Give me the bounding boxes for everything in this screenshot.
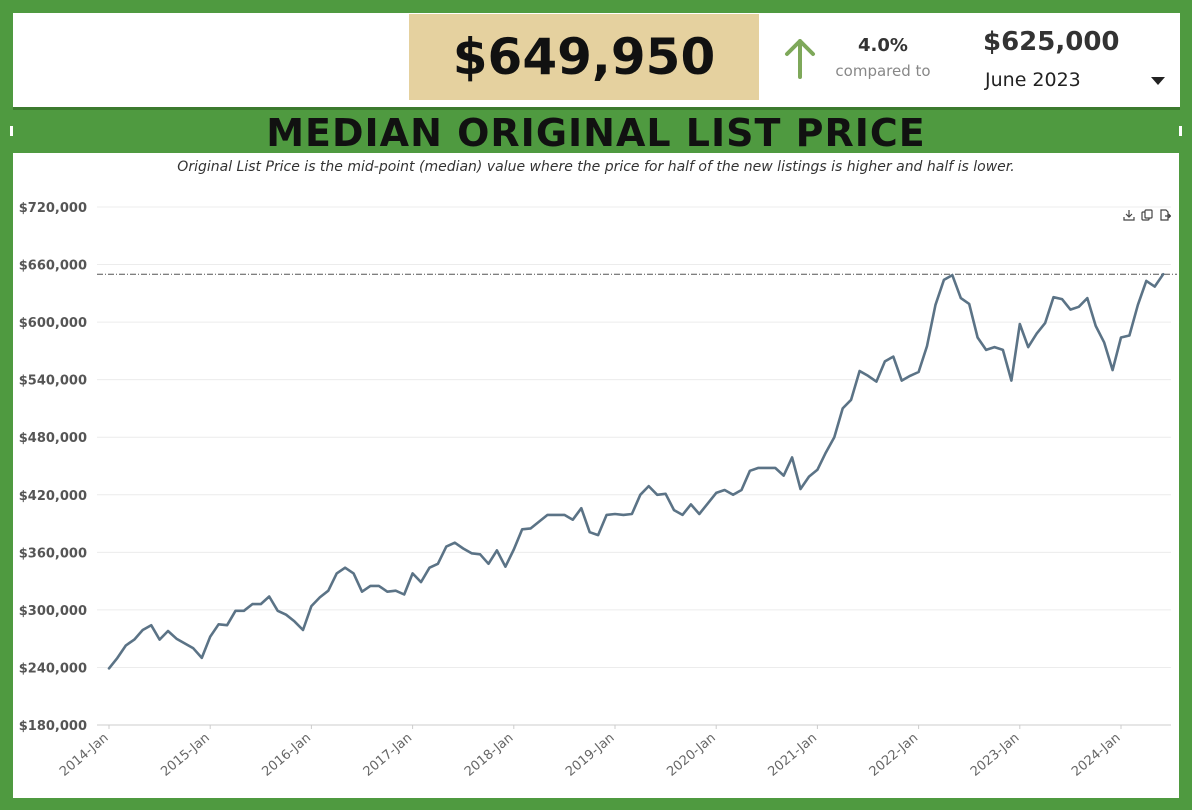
download-icon[interactable] — [1123, 209, 1135, 221]
chart-panel: Original List Price is the mid-point (me… — [13, 153, 1179, 798]
export-icon[interactable] — [1159, 209, 1171, 221]
side-mark-right — [1179, 126, 1182, 136]
y-tick-label: $360,000 — [19, 546, 87, 561]
line-chart: $180,000 $240,000 $300,000 $360,000 $420,000… — [19, 201, 1177, 780]
current-price-box: $649,950 — [409, 14, 759, 100]
y-tick-label: $660,000 — [19, 259, 87, 274]
arrow-up-icon — [785, 39, 815, 79]
x-tick-label: 2018-Jan — [462, 731, 516, 780]
x-tick-label: 2023-Jan — [968, 731, 1022, 780]
x-tick-label: 2024-Jan — [1069, 731, 1123, 780]
x-tick-label: 2019-Jan — [563, 731, 617, 780]
series-line — [107, 272, 1165, 670]
y-tick-label: $720,000 — [19, 201, 87, 216]
x-tick-label: 2016-Jan — [259, 731, 313, 780]
kpi-header: $649,950 4.0% compared to $625,000 June … — [13, 13, 1180, 107]
chart-toolbar — [1123, 209, 1171, 221]
chevron-down-icon[interactable] — [1151, 77, 1165, 85]
side-mark-left — [10, 126, 13, 136]
x-tick-label: 2017-Jan — [361, 731, 415, 780]
compare-period-select[interactable]: June 2023 — [985, 69, 1081, 91]
copy-icon[interactable] — [1141, 209, 1153, 221]
y-tick-label: $540,000 — [19, 374, 87, 389]
y-tick-label: $420,000 — [19, 489, 87, 504]
compared-to-label: compared to — [835, 62, 931, 80]
x-tick-label: 2020-Jan — [664, 731, 718, 780]
page-title: MEDIAN ORIGINAL LIST PRICE — [266, 111, 926, 155]
x-tick-label: 2022-Jan — [867, 731, 921, 780]
header-divider — [13, 107, 1180, 110]
compare-value: $625,000 — [983, 27, 1120, 57]
chart-subtitle: Original List Price is the mid-point (me… — [177, 159, 1015, 175]
x-tick-label: 2021-Jan — [765, 731, 819, 780]
y-tick-label: $600,000 — [19, 316, 87, 331]
change-percent: 4.0% — [858, 35, 908, 56]
x-tick-label: 2015-Jan — [158, 731, 212, 780]
y-tick-label: $240,000 — [19, 661, 87, 676]
y-tick-label: $180,000 — [19, 719, 87, 734]
y-tick-label: $480,000 — [19, 431, 87, 446]
y-tick-label: $300,000 — [19, 604, 87, 619]
current-price-value: $649,950 — [452, 28, 716, 86]
x-tick-label: 2014-Jan — [57, 731, 111, 780]
